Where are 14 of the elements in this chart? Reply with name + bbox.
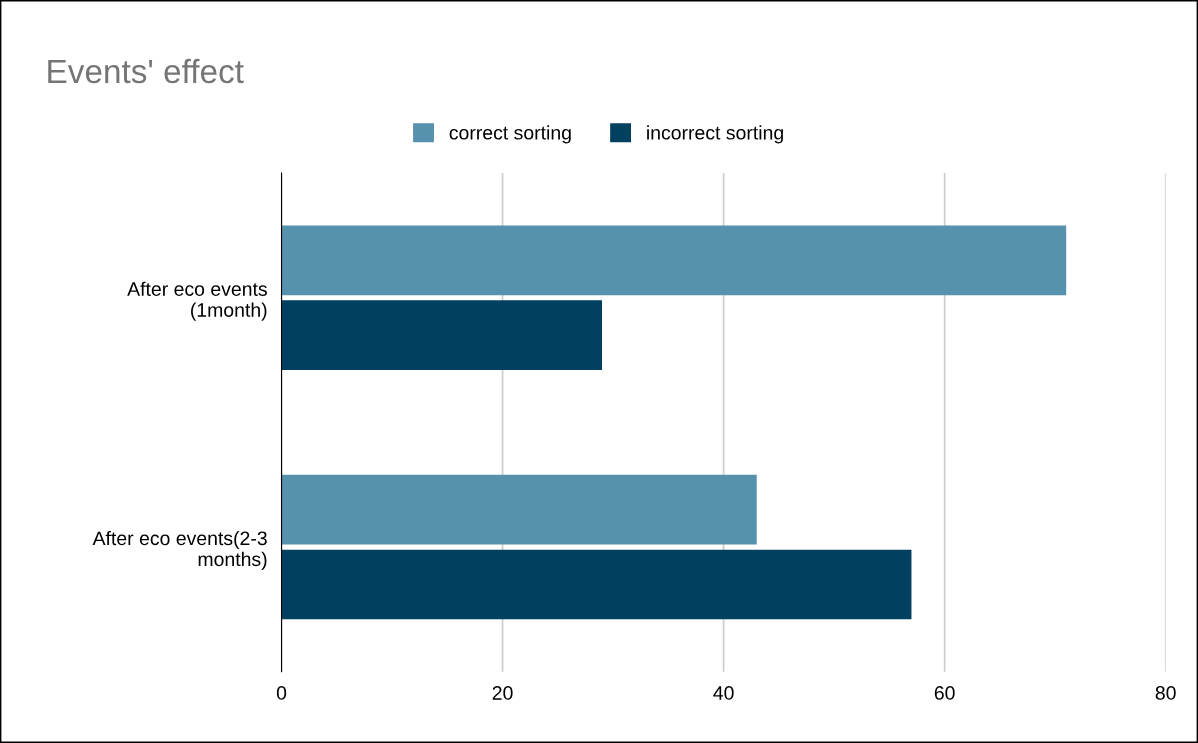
- bar: [281, 300, 603, 370]
- x-tick-label: 40: [713, 686, 734, 700]
- x-tick-label: 0: [276, 686, 287, 700]
- x-tick-label: 60: [934, 686, 955, 700]
- x-tick-label: 80: [1155, 686, 1176, 700]
- chart-title: Events' effect: [48, 58, 244, 84]
- x-tick-label: 20: [492, 686, 513, 700]
- bar: [281, 549, 912, 620]
- legend-label: incorrect sorting: [647, 125, 783, 144]
- y-tick-label: After eco events (1month): [127, 281, 267, 321]
- bar: [281, 474, 757, 545]
- y-tick-label: After eco events(2-3 months): [92, 530, 267, 570]
- bar: [281, 225, 1067, 296]
- legend-label: correct sorting: [449, 125, 571, 144]
